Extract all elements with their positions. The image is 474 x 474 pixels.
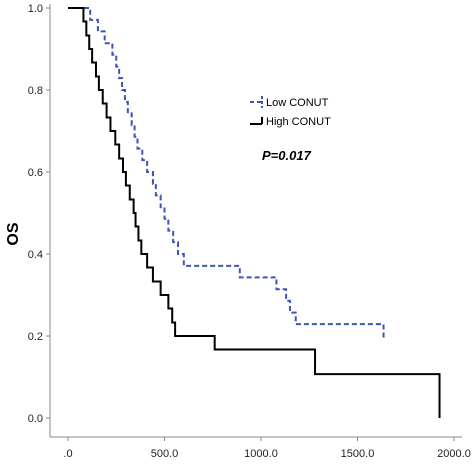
y-tick-label: 0.4 (28, 249, 43, 261)
legend: Low CONUT High CONUT (250, 96, 331, 128)
legend-label-high-conut: High CONUT (266, 116, 331, 128)
y-tick-label: 1.0 (28, 3, 43, 15)
series-high-conut-curve (68, 7, 441, 418)
y-tick-label: 0.0 (28, 413, 43, 425)
x-tick-label: 1500.0 (341, 448, 375, 460)
x-tick-label: 500.0 (151, 448, 179, 460)
p-value-annotation: P=0.017 (262, 148, 312, 163)
axes (49, 4, 462, 438)
x-tick-label: 2000.0 (437, 448, 471, 460)
y-axis-label: OS (5, 222, 22, 245)
y-tick-label: 0.2 (28, 331, 43, 343)
series-low-conut-curve (68, 7, 385, 341)
ticks: 0.0 0.2 0.4 0.6 0.8 1.0 .0 500.0 1000.0 1500.0 200… (28, 3, 471, 460)
x-tick-label: 1000.0 (244, 448, 278, 460)
legend-label-low-conut: Low CONUT (266, 97, 329, 109)
y-tick-label: 0.6 (28, 167, 43, 179)
y-tick-label: 0.8 (28, 85, 43, 97)
survival-curves (68, 7, 441, 418)
x-tick-label: .0 (63, 448, 72, 460)
